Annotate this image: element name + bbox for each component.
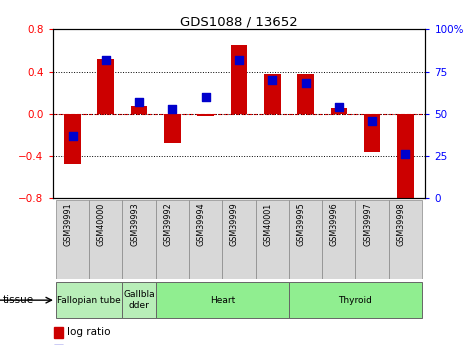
FancyBboxPatch shape (289, 200, 322, 279)
FancyBboxPatch shape (56, 200, 89, 279)
Text: Fallopian tube: Fallopian tube (57, 296, 121, 305)
FancyBboxPatch shape (89, 200, 122, 279)
Bar (264, 74, 280, 114)
Point (235, 57, 242, 62)
Point (268, 77, 276, 83)
Text: GSM39998: GSM39998 (396, 203, 405, 246)
Title: GDS1088 / 13652: GDS1088 / 13652 (180, 15, 298, 28)
Point (335, 104, 342, 110)
Text: log ratio: log ratio (68, 327, 111, 337)
Text: GSM40001: GSM40001 (263, 203, 272, 246)
Point (69, 133, 76, 139)
Text: Gallbla
dder: Gallbla dder (123, 290, 155, 310)
Bar (131, 107, 147, 114)
FancyBboxPatch shape (156, 282, 289, 318)
Bar (331, 108, 347, 114)
Bar (64, 114, 81, 164)
Text: tissue: tissue (2, 295, 33, 305)
Bar (98, 59, 114, 114)
Text: GSM39991: GSM39991 (63, 203, 73, 246)
FancyBboxPatch shape (189, 200, 222, 279)
Text: GSM39997: GSM39997 (363, 203, 372, 246)
Bar (54, 326, 62, 338)
Text: GSM40000: GSM40000 (97, 203, 106, 246)
Point (102, 57, 110, 62)
Text: GSM39993: GSM39993 (130, 203, 139, 246)
FancyBboxPatch shape (222, 200, 256, 279)
Bar (231, 45, 247, 114)
Text: GSM39996: GSM39996 (330, 203, 339, 246)
FancyBboxPatch shape (389, 200, 422, 279)
Text: GSM39995: GSM39995 (296, 203, 305, 246)
FancyBboxPatch shape (256, 200, 289, 279)
Text: Thyroid: Thyroid (339, 296, 372, 305)
Point (136, 99, 143, 105)
Text: GSM39994: GSM39994 (197, 203, 206, 246)
FancyBboxPatch shape (122, 282, 156, 318)
FancyBboxPatch shape (56, 282, 122, 318)
Point (169, 106, 176, 111)
Point (368, 118, 376, 124)
Bar (397, 114, 414, 200)
FancyBboxPatch shape (356, 200, 389, 279)
Text: GSM39999: GSM39999 (230, 203, 239, 246)
FancyBboxPatch shape (122, 200, 156, 279)
Bar (197, 114, 214, 116)
Point (202, 94, 210, 100)
FancyBboxPatch shape (156, 200, 189, 279)
Bar (297, 74, 314, 114)
Bar (164, 114, 181, 144)
Text: GSM39992: GSM39992 (163, 203, 173, 246)
Text: Heart: Heart (210, 296, 235, 305)
FancyBboxPatch shape (289, 282, 422, 318)
Point (401, 152, 409, 157)
Point (302, 81, 309, 86)
Bar (364, 114, 380, 152)
FancyBboxPatch shape (322, 200, 356, 279)
